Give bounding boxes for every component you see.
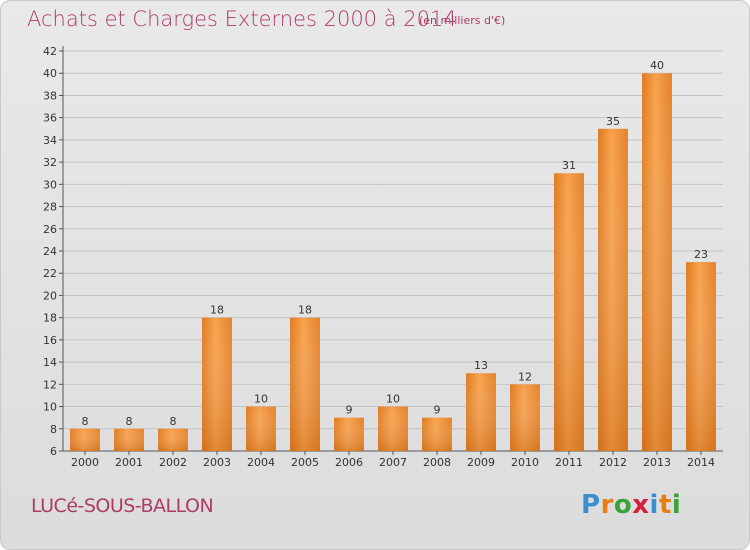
data-label: 9 <box>434 404 441 417</box>
brand-letter: i <box>671 490 682 520</box>
y-tick-label: 30 <box>43 178 57 191</box>
data-label: 18 <box>210 304 224 317</box>
x-tick-label: 2007 <box>379 456 407 469</box>
y-tick-label: 12 <box>43 378 57 391</box>
data-label: 18 <box>298 304 312 317</box>
x-tick-label: 2004 <box>247 456 275 469</box>
y-tick-label: 6 <box>50 445 57 458</box>
y-tick-label: 36 <box>43 112 57 125</box>
x-tick-label: 2012 <box>599 456 627 469</box>
brand-letter: r <box>600 490 614 520</box>
chart-subtitle: (en milliers d'€) <box>419 14 506 27</box>
x-tick-label: 2010 <box>511 456 539 469</box>
data-label: 8 <box>126 415 133 428</box>
bar-shade <box>554 173 584 451</box>
data-label: 13 <box>474 359 488 372</box>
x-tick-label: 2000 <box>71 456 99 469</box>
data-label: 10 <box>386 393 400 406</box>
data-label: 10 <box>254 393 268 406</box>
bar-shade <box>598 128 628 451</box>
brand-letter: P <box>581 490 601 520</box>
axes: 6 8 10 12 14 16 18 20 22 24 26 28 30 32 34 36 38 40 42 <box>43 45 723 458</box>
bar-shade <box>686 262 716 451</box>
y-tick-label: 8 <box>50 423 57 436</box>
x-tick-label: 2014 <box>687 456 715 469</box>
x-tick-label: 2002 <box>159 456 187 469</box>
bar-shade <box>202 317 232 451</box>
labels: 8 2000 8 2001 8 2002 18 2003 10 2004 18 2005 9 2006 10… <box>71 59 715 469</box>
y-tick-label: 34 <box>43 134 57 147</box>
proxiti-logo[interactable]: Proxiti <box>581 490 681 520</box>
y-tick-label: 42 <box>43 45 57 58</box>
data-label: 8 <box>82 415 89 428</box>
data-label: 9 <box>346 404 353 417</box>
y-tick-label: 38 <box>43 89 57 102</box>
bar-shade <box>334 417 364 451</box>
commune-name: LUCé-SOUS-BALLON <box>31 495 214 517</box>
y-tick-label: 18 <box>43 312 57 325</box>
x-tick-label: 2001 <box>115 456 143 469</box>
bar-shade <box>422 417 452 451</box>
bar-shade <box>158 428 188 451</box>
bar-shade <box>70 428 100 451</box>
x-tick-label: 2005 <box>291 456 319 469</box>
data-label: 8 <box>170 415 177 428</box>
y-tick-label: 14 <box>43 356 57 369</box>
bar-shade <box>290 317 320 451</box>
bar-shade <box>378 406 408 451</box>
bar-shade <box>114 428 144 451</box>
y-tick-label: 26 <box>43 223 57 236</box>
data-label: 23 <box>694 248 708 261</box>
x-tick-label: 2008 <box>423 456 451 469</box>
bar-shade <box>246 406 276 451</box>
y-tick-label: 40 <box>43 67 57 80</box>
data-label: 12 <box>518 370 532 383</box>
brand-letter: x <box>632 490 650 520</box>
data-label: 40 <box>650 59 664 72</box>
bar-shade <box>642 73 672 451</box>
y-tick-label: 20 <box>43 289 57 302</box>
y-tick-label: 22 <box>43 267 57 280</box>
y-tick-label: 10 <box>43 401 57 414</box>
data-label: 31 <box>562 159 576 172</box>
x-tick-label: 2013 <box>643 456 671 469</box>
chart-title: Achats et Charges Externes 2000 à 2014 <box>27 7 457 31</box>
x-tick-label: 2009 <box>467 456 495 469</box>
x-tick-label: 2003 <box>203 456 231 469</box>
bar-shade <box>510 384 540 451</box>
bars <box>70 73 716 451</box>
data-label: 35 <box>606 115 620 128</box>
brand-letter: t <box>658 490 672 520</box>
y-tick-label: 16 <box>43 334 57 347</box>
brand-letter: i <box>649 490 659 520</box>
x-tick-label: 2006 <box>335 456 363 469</box>
x-tick-label: 2011 <box>555 456 583 469</box>
y-tick-label: 24 <box>43 245 57 258</box>
bar-shade <box>466 373 496 451</box>
y-tick-label: 28 <box>43 201 57 214</box>
y-tick-label: 32 <box>43 156 57 169</box>
brand-letter: o <box>613 490 633 520</box>
